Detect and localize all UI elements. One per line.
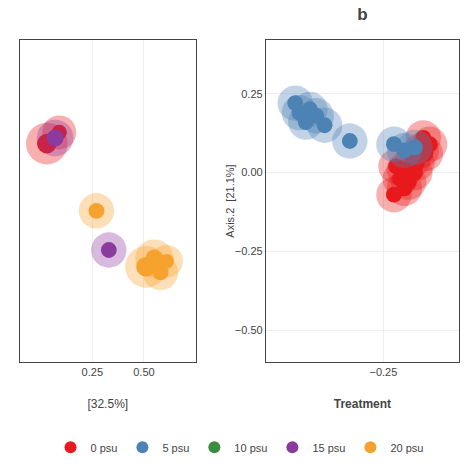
- svg-text:0.25: 0.25: [82, 366, 103, 378]
- svg-text:10 psu: 10 psu: [234, 442, 267, 454]
- svg-text:Treatment: Treatment: [334, 397, 391, 411]
- svg-text:−0.25: −0.25: [369, 366, 397, 378]
- svg-text:0 psu: 0 psu: [91, 442, 118, 454]
- svg-text:[32.5%]: [32.5%]: [87, 397, 128, 411]
- svg-text:−0.50: −0.50: [235, 324, 263, 336]
- svg-text:Axis.2 [21.1%]: Axis.2 [21.1%]: [224, 164, 236, 237]
- svg-text:0.25: 0.25: [241, 88, 262, 100]
- svg-text:20 psu: 20 psu: [390, 442, 423, 454]
- svg-text:−0.25: −0.25: [235, 245, 263, 257]
- svg-text:15 psu: 15 psu: [312, 442, 345, 454]
- svg-text:b: b: [357, 5, 367, 24]
- svg-text:0.50: 0.50: [133, 366, 154, 378]
- svg-text:0.00: 0.00: [241, 166, 262, 178]
- svg-text:5 psu: 5 psu: [162, 442, 189, 454]
